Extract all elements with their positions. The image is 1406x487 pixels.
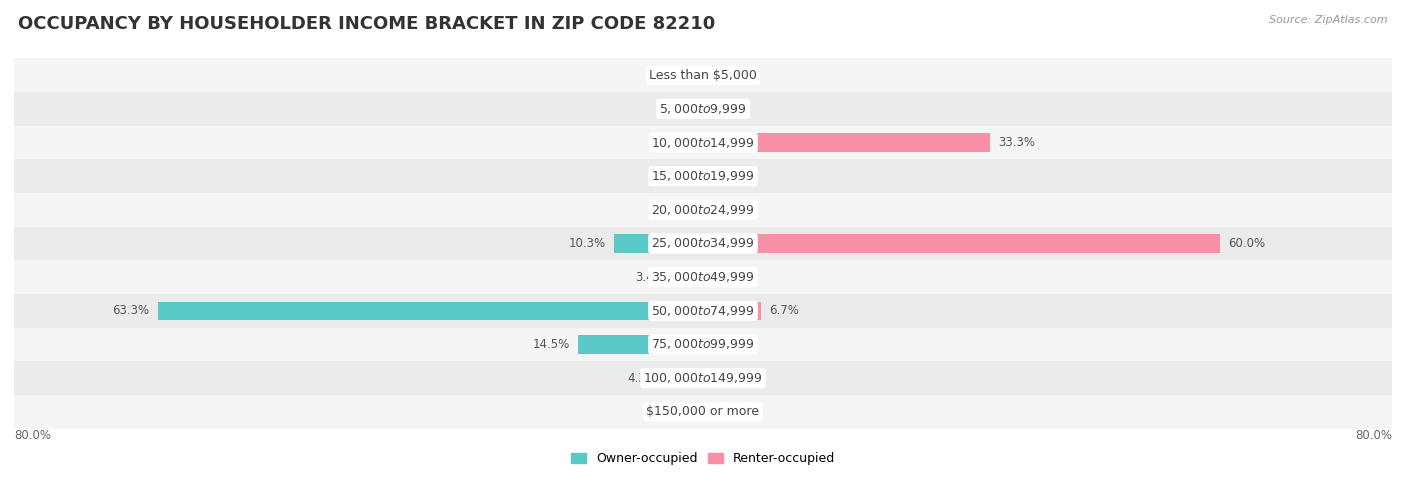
Bar [14,58,1392,92]
Text: 0.0%: 0.0% [711,338,741,351]
Text: 0.0%: 0.0% [665,102,695,115]
Bar [14,328,1392,361]
Text: 0.85%: 0.85% [650,169,688,183]
Bar [14,261,1392,294]
Text: 0.0%: 0.0% [711,169,741,183]
Bar [614,234,703,253]
Text: 0.0%: 0.0% [711,204,741,216]
Text: Source: ZipAtlas.com: Source: ZipAtlas.com [1270,15,1388,25]
Bar [14,395,1392,429]
Bar [673,268,703,286]
Bar [578,335,703,354]
Bar [689,402,703,421]
Bar [14,226,1392,261]
Text: Less than $5,000: Less than $5,000 [650,69,756,82]
Text: OCCUPANCY BY HOUSEHOLDER INCOME BRACKET IN ZIP CODE 82210: OCCUPANCY BY HOUSEHOLDER INCOME BRACKET … [18,15,716,33]
Bar [14,361,1392,395]
Bar [157,301,703,320]
Bar [14,159,1392,193]
Text: $25,000 to $34,999: $25,000 to $34,999 [651,237,755,250]
Text: $50,000 to $74,999: $50,000 to $74,999 [651,304,755,318]
Text: 63.3%: 63.3% [112,304,149,318]
Text: 33.3%: 33.3% [998,136,1035,149]
Bar [696,167,703,186]
Text: 0.0%: 0.0% [711,69,741,82]
Text: 1.7%: 1.7% [650,136,679,149]
Legend: Owner-occupied, Renter-occupied: Owner-occupied, Renter-occupied [567,448,839,470]
Text: 1.7%: 1.7% [650,405,679,418]
Text: 60.0%: 60.0% [1229,237,1265,250]
Bar [14,294,1392,328]
Text: $100,000 to $149,999: $100,000 to $149,999 [644,371,762,385]
Bar [689,133,703,152]
Text: 6.7%: 6.7% [769,304,799,318]
Bar [703,234,1219,253]
Text: $75,000 to $99,999: $75,000 to $99,999 [651,337,755,352]
Text: 80.0%: 80.0% [14,429,51,442]
Text: 4.3%: 4.3% [627,372,658,385]
Text: 10.3%: 10.3% [568,237,606,250]
Text: 0.0%: 0.0% [711,372,741,385]
Text: $35,000 to $49,999: $35,000 to $49,999 [651,270,755,284]
Bar [14,193,1392,226]
Text: 80.0%: 80.0% [1355,429,1392,442]
Bar [14,126,1392,159]
Text: 0.0%: 0.0% [711,102,741,115]
Text: $10,000 to $14,999: $10,000 to $14,999 [651,135,755,150]
Bar [14,92,1392,126]
Bar [703,133,990,152]
Text: 14.5%: 14.5% [533,338,569,351]
Text: 3.4%: 3.4% [636,271,665,283]
Bar [703,301,761,320]
Text: $150,000 or more: $150,000 or more [647,405,759,418]
Bar [666,369,703,387]
Text: 0.0%: 0.0% [711,405,741,418]
Text: $20,000 to $24,999: $20,000 to $24,999 [651,203,755,217]
Text: 0.0%: 0.0% [711,271,741,283]
Text: $5,000 to $9,999: $5,000 to $9,999 [659,102,747,116]
Text: $15,000 to $19,999: $15,000 to $19,999 [651,169,755,183]
Text: 0.0%: 0.0% [665,204,695,216]
Text: 0.0%: 0.0% [665,69,695,82]
